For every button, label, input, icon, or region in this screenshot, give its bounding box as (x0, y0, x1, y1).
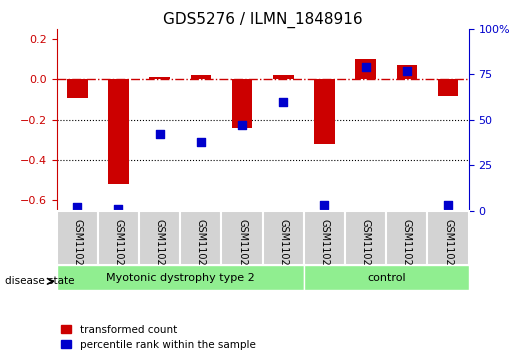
Bar (355, 59, 376, 79)
Text: GSM1102621: GSM1102621 (360, 219, 371, 284)
Point (156, 131, 164, 137)
Text: GSM1102622: GSM1102622 (402, 219, 412, 284)
Point (73, 204, 81, 210)
Text: disease state: disease state (5, 276, 75, 286)
FancyBboxPatch shape (180, 211, 221, 265)
FancyBboxPatch shape (304, 211, 345, 265)
Point (238, 122, 246, 128)
Point (279, 99, 287, 105)
Text: GSM1102623: GSM1102623 (443, 219, 453, 284)
Point (444, 202, 452, 208)
Text: Myotonic dystrophy type 2: Myotonic dystrophy type 2 (106, 273, 254, 283)
FancyBboxPatch shape (263, 211, 304, 265)
Bar (397, 65, 417, 79)
Text: GSM1102615: GSM1102615 (113, 219, 124, 284)
FancyBboxPatch shape (304, 265, 469, 290)
Text: GSM1102614: GSM1102614 (72, 219, 82, 284)
Point (114, 206, 123, 212)
Bar (314, 79, 335, 144)
Bar (108, 79, 129, 184)
Point (320, 202, 329, 208)
FancyBboxPatch shape (57, 265, 304, 290)
Text: GSM1102617: GSM1102617 (196, 219, 206, 284)
FancyBboxPatch shape (427, 211, 469, 265)
FancyBboxPatch shape (386, 211, 427, 265)
Text: GSM1102619: GSM1102619 (278, 219, 288, 284)
Point (403, 68, 411, 74)
Text: control: control (367, 273, 406, 283)
Bar (438, 79, 458, 95)
FancyBboxPatch shape (98, 211, 139, 265)
FancyBboxPatch shape (221, 211, 263, 265)
Text: GSM1102620: GSM1102620 (319, 219, 330, 284)
Legend: transformed count, percentile rank within the sample: transformed count, percentile rank withi… (57, 321, 260, 354)
FancyBboxPatch shape (57, 211, 98, 265)
Bar (191, 76, 211, 79)
Point (197, 139, 205, 144)
Text: GSM1102616: GSM1102616 (154, 219, 165, 284)
Bar (273, 76, 294, 79)
Bar (232, 79, 252, 128)
FancyBboxPatch shape (345, 211, 386, 265)
Title: GDS5276 / ILMN_1848916: GDS5276 / ILMN_1848916 (163, 12, 363, 28)
Text: GSM1102618: GSM1102618 (237, 219, 247, 284)
Bar (67, 79, 88, 98)
FancyBboxPatch shape (139, 211, 180, 265)
Point (362, 64, 370, 70)
Bar (149, 77, 170, 79)
